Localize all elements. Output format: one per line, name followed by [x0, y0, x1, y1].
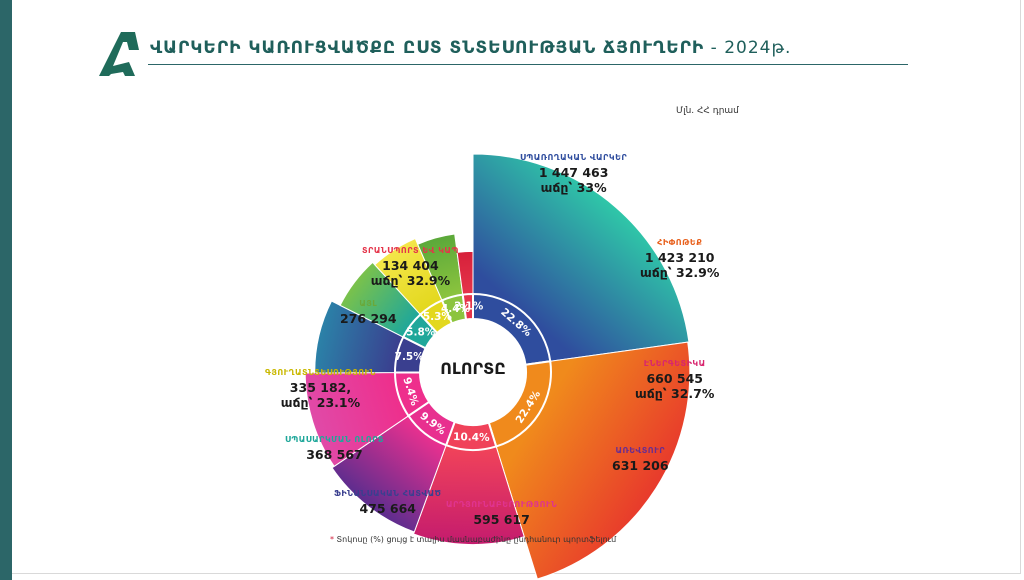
- slide-border: [12, 0, 1021, 574]
- title-year: - 2024թ.: [704, 38, 792, 58]
- sector-name: ՖԻՆԱՆՍԱԿԱՆ ՀԱՏՎԱԾ: [334, 489, 442, 498]
- sector-growth: աճը՝ 33%: [540, 180, 607, 195]
- sector-name: ԱՌԵՎՏՈՒՐ: [615, 446, 666, 455]
- label-transport-communication: ՏՐԱՆՍՊՈՐՏ ԵՎ ԿԱՊ 134 404 աճը՝ 32.9%: [362, 243, 459, 288]
- ring-share-label-2: 10.4%: [453, 431, 490, 444]
- sector-name: ԱՐԴՅՈՒՆԱԲԵՐՈՒԹՅՈՒՆ: [446, 500, 558, 509]
- sector-growth: աճը՝ 32.9%: [640, 265, 720, 280]
- footnote-text: Տոկոսը (%) ցույց է տալիս մասնաբաժինը ընդ…: [334, 535, 617, 544]
- sector-name: ԱՅԼ: [359, 299, 378, 308]
- ring-share-label-8: 4.4%: [441, 303, 471, 315]
- sector-name: ՍՊԱՍԱՐԿՄԱՆ ՈԼՈՐՏ: [285, 435, 384, 444]
- left-accent-bar: [0, 0, 12, 580]
- ring-share-label-9: 2.1%: [454, 301, 484, 313]
- label-consumer-loans: ՍՊԱՌՈՂԱԿԱՆ ՎԱՐԿԵՐ 1 447 463 աճը՝ 33%: [520, 150, 627, 195]
- label-services: ՍՊԱՍԱՐԿՄԱՆ ՈԼՈՐՏ 368 567: [285, 432, 384, 462]
- sector-name: ԳՅՈՒՂԱՏՆՏԵՍՈՒԹՅՈՒՆ: [265, 368, 376, 377]
- label-financial-sector: ՖԻՆԱՆՍԱԿԱՆ ՀԱՏՎԱԾ 475 664: [334, 486, 441, 516]
- ring-share-label-6: 5.8%: [406, 327, 436, 339]
- sector-name: ԷՆԵՐԳԵՏԻԿԱ: [643, 359, 706, 368]
- sector-value: 335 182,: [289, 380, 352, 395]
- label-mortgage: ՀԻՓՈԹԵՔ 1 423 210 աճը՝ 32.9%: [640, 235, 719, 280]
- sector-value: 134 404: [382, 258, 439, 273]
- sector-value: 368 567: [306, 447, 363, 462]
- sector-growth: աճը՝ 23.1%: [280, 395, 361, 410]
- sector-value: 1 423 210: [644, 250, 715, 265]
- sector-growth: աճը՝ 32.9%: [370, 273, 451, 288]
- sector-name: ՍՊԱՌՈՂԱԿԱՆ ՎԱՐԿԵՐ: [520, 153, 628, 162]
- sector-value: 660 545: [646, 371, 703, 386]
- bank-logo-icon: [99, 32, 139, 76]
- footnote-star: *: [330, 535, 334, 544]
- sector-value: 595 617: [473, 512, 530, 527]
- sector-growth: աճը՝ 32.7%: [635, 386, 715, 401]
- footnote: * Տոկոսը (%) ցույց է տալիս մասնաբաժինը ը…: [330, 535, 616, 544]
- label-agriculture: ԳՅՈՒՂԱՏՆՏԵՍՈՒԹՅՈՒՆ 335 182, աճը՝ 23.1%: [265, 365, 376, 410]
- label-trade: ԱՌԵՎՏՈՒՐ 631 206: [612, 443, 669, 473]
- title-divider: [148, 64, 908, 65]
- ring-segment-9: [461, 292, 474, 321]
- sector-value: 475 664: [359, 501, 417, 516]
- title-text: ՎԱՐԿԵՐԻ ԿԱՌՈՒՑՎԱԾՔԸ ԸՍՏ ՏՆՏԵՍՈՒԹՅԱՆ ՃՅՈՒ…: [150, 38, 705, 58]
- label-other: ԱՅԼ 276 294: [340, 296, 397, 326]
- sector-value: 631 206: [612, 458, 669, 473]
- units-label: Մլն. ՀՀ դրամ: [676, 106, 739, 116]
- label-manufacturing: ԱՐԴՅՈՒՆԱԲԵՐՈՒԹՅՈՒՆ 595 617: [446, 497, 557, 527]
- slide-title: ՎԱՐԿԵՐԻ ԿԱՌՈՒՑՎԱԾՔԸ ԸՍՏ ՏՆՏԵՍՈՒԹՅԱՆ ՃՅՈՒ…: [150, 38, 791, 58]
- center-label: ՈԼՈՐՏԸ: [440, 359, 506, 378]
- sector-value: 276 294: [340, 311, 397, 326]
- ring-share-label-7: 5.3%: [423, 311, 453, 323]
- label-energy: ԷՆԵՐԳԵՏԻԿԱ 660 545 աճը՝ 32.7%: [635, 356, 714, 401]
- sector-name: ՏՐԱՆՍՊՈՐՏ ԵՎ ԿԱՊ: [362, 246, 459, 255]
- sector-value: 1 447 463: [538, 165, 609, 180]
- ring-share-label-5: 7.5%: [395, 351, 425, 363]
- sector-name: ՀԻՓՈԹԵՔ: [657, 238, 703, 247]
